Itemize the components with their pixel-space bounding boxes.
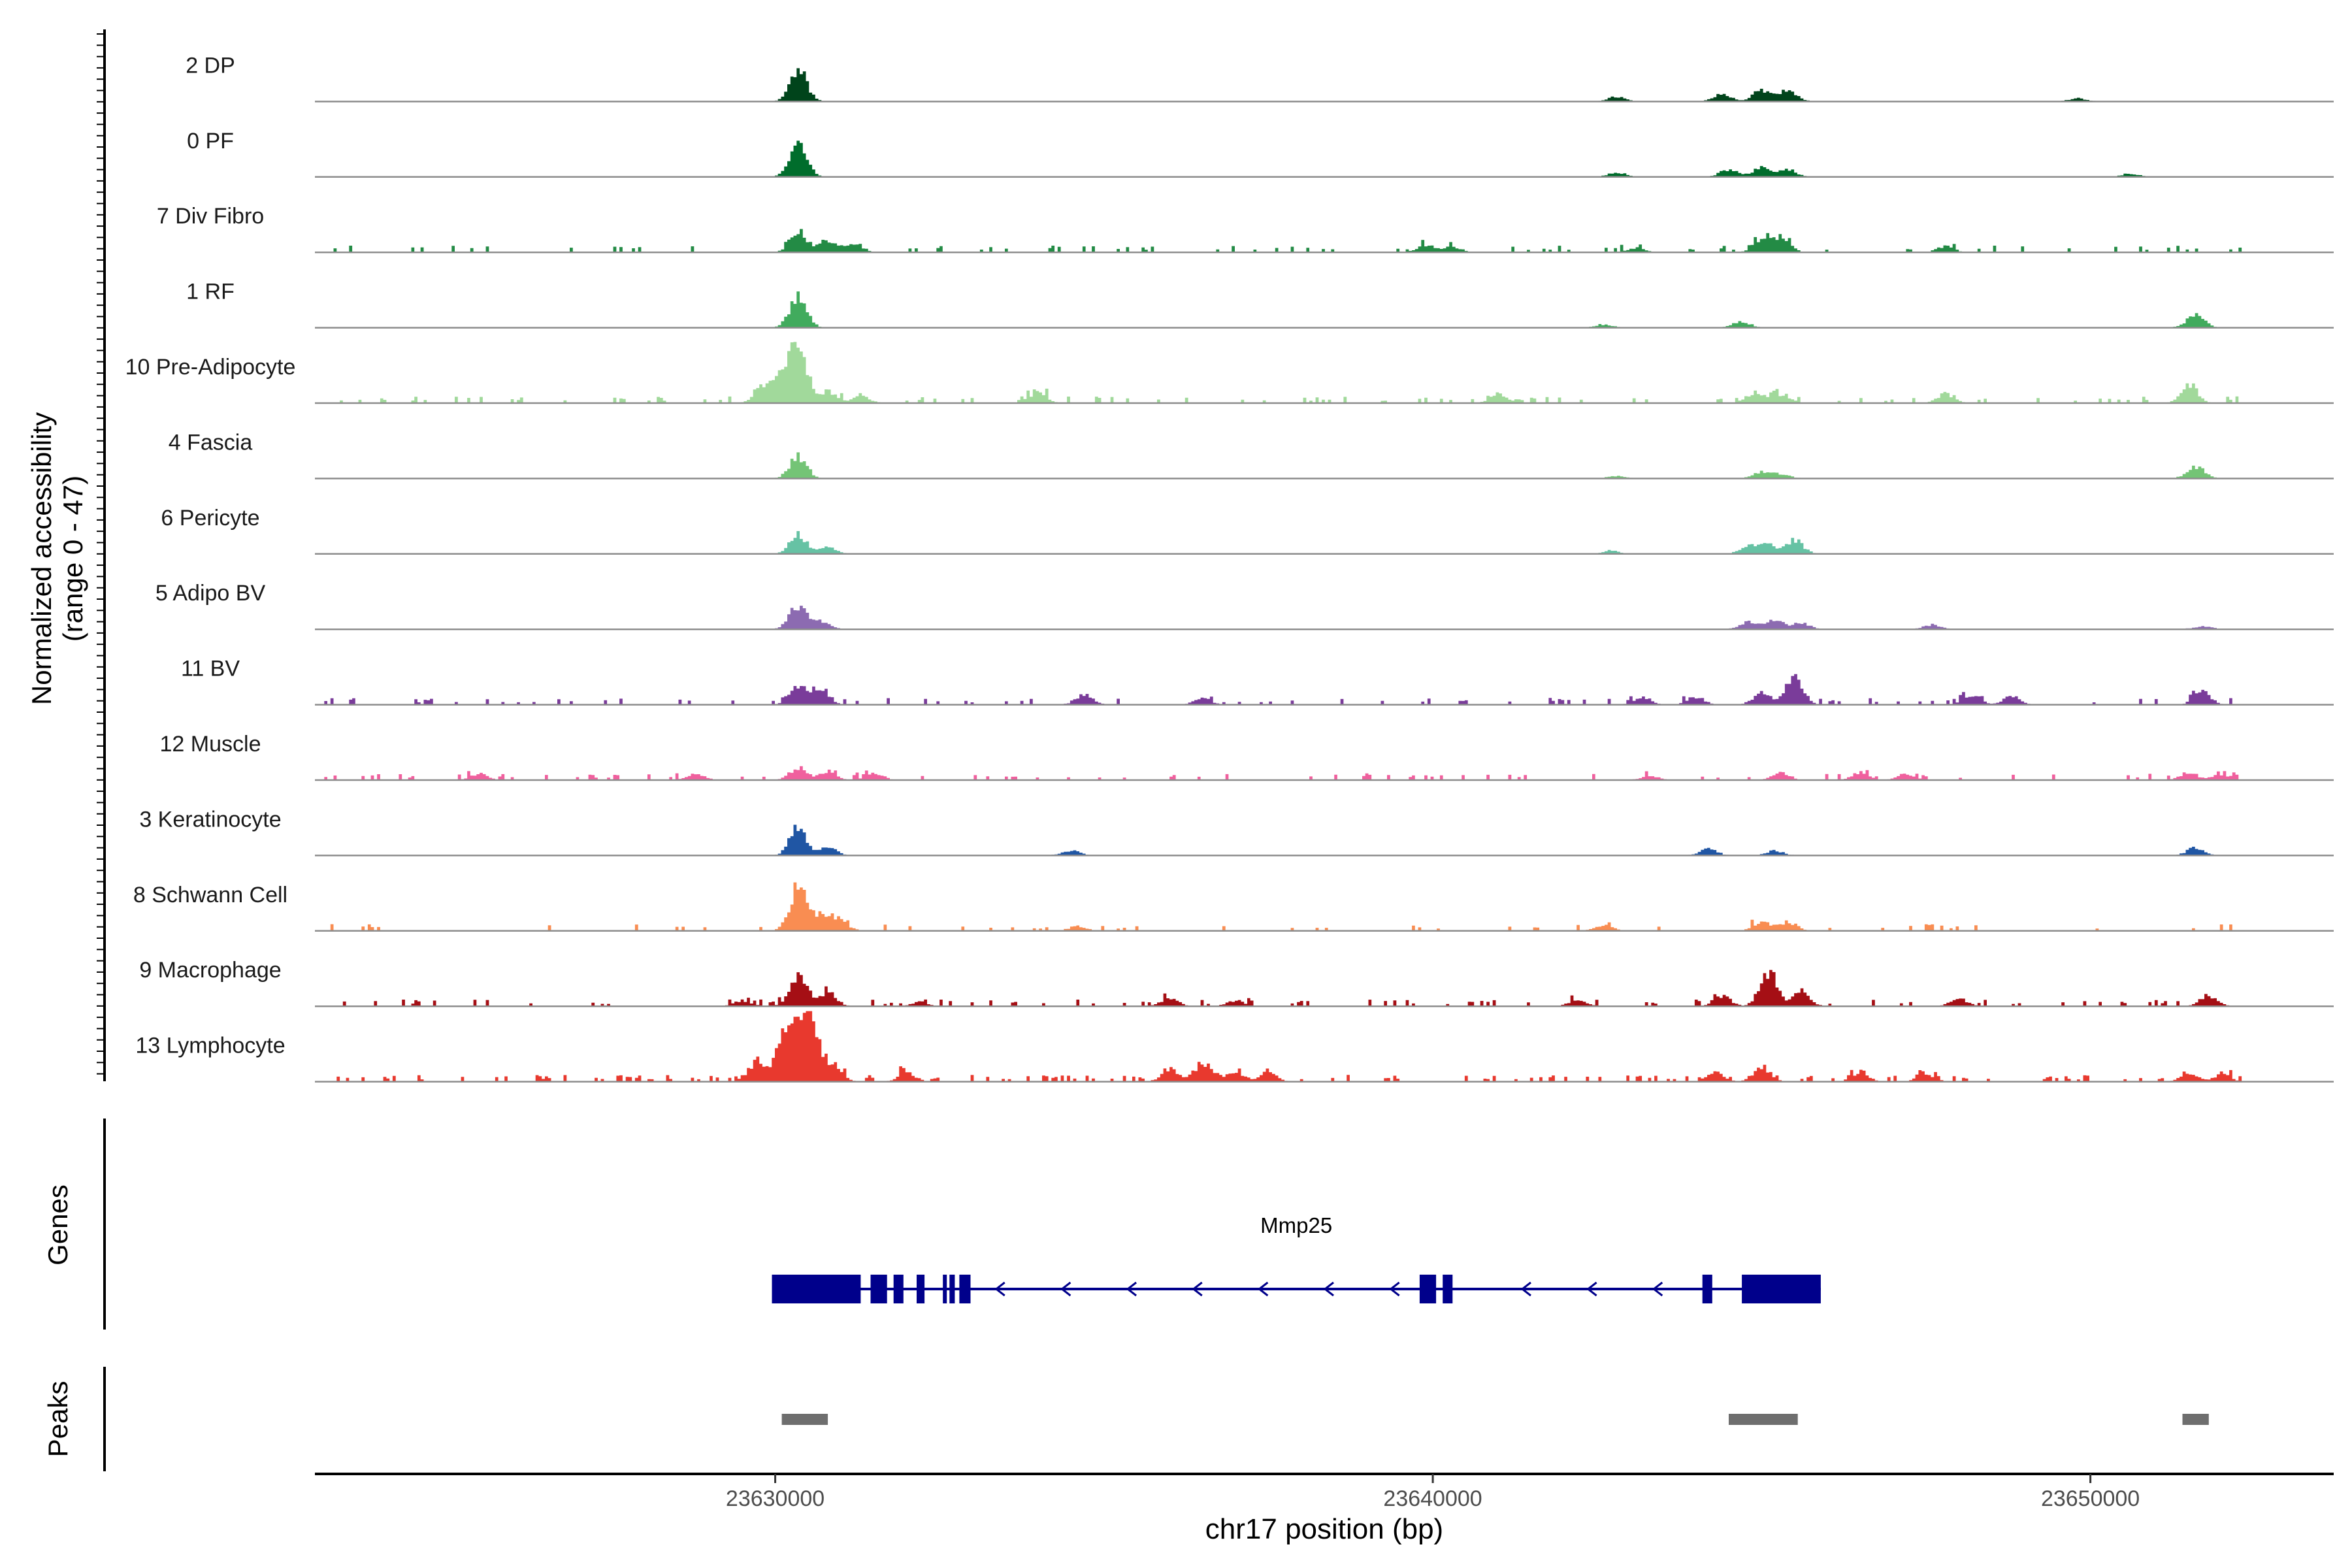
- gene-exon: [1742, 1275, 1821, 1303]
- x-tick-label: 23640000: [1383, 1486, 1482, 1511]
- gene-exon: [1419, 1275, 1437, 1303]
- track-2-dp: 2 DP: [186, 53, 2334, 103]
- track-label: 3 Keratinocyte: [139, 807, 281, 832]
- track-label: 2 DP: [186, 53, 235, 78]
- x-axis-label: chr17 position (bp): [1205, 1513, 1443, 1545]
- coverage-area: [315, 342, 2242, 403]
- coverage-area: [315, 606, 2242, 630]
- strand-arrow: [1192, 1281, 1203, 1297]
- track-4-fascia: 4 Fascia: [169, 430, 2334, 480]
- gene-exon: [917, 1275, 925, 1303]
- x-axis-ticks: 23630000 23640000 23650000: [726, 1474, 2140, 1511]
- coverage-area: [315, 68, 2242, 102]
- gene-exon: [949, 1275, 955, 1303]
- coverage-area: [315, 452, 2242, 479]
- track-6-pericyte: 6 Pericyte: [161, 506, 2334, 555]
- genes-axis-label: Genes: [42, 1184, 73, 1266]
- track-label: 1 RF: [186, 280, 235, 304]
- strand-arrow: [994, 1281, 1005, 1297]
- gene-exon: [1443, 1275, 1453, 1303]
- track-label: 13 Lymphocyte: [135, 1034, 285, 1058]
- gene-exon: [772, 1275, 861, 1303]
- gene-exon: [943, 1275, 947, 1303]
- track-7-div-fibro: 7 Div Fibro: [157, 204, 2334, 253]
- peak-region: [781, 1414, 828, 1425]
- track-label: 9 Macrophage: [139, 958, 281, 983]
- coverage-area: [315, 882, 2242, 931]
- coverage-area: [315, 291, 2242, 328]
- track-0-pf: 0 PF: [187, 129, 2334, 178]
- peak-region: [1729, 1414, 1798, 1425]
- gene-exon: [959, 1275, 971, 1303]
- gene-model: Mmp25: [772, 1213, 1821, 1303]
- strand-arrow: [1323, 1281, 1334, 1297]
- coverage-area: [315, 825, 2242, 856]
- track-13-lymphocyte: 13 Lymphocyte: [135, 1011, 2334, 1083]
- gene-exon: [1702, 1275, 1712, 1303]
- track-10-pre-adipocyte: 10 Pre-Adipocyte: [125, 342, 2334, 404]
- track-label: 11 BV: [181, 657, 240, 681]
- track-label: 0 PF: [187, 129, 234, 154]
- track-label: 7 Div Fibro: [157, 204, 264, 229]
- strand-arrow: [1520, 1281, 1531, 1297]
- track-1-rf: 1 RF: [186, 280, 2334, 329]
- y-axis-range-label: (range 0 - 47): [57, 476, 88, 642]
- gene-exon: [893, 1275, 904, 1303]
- strand-arrow: [1060, 1281, 1071, 1297]
- coverage-area: [315, 970, 2242, 1007]
- peak-region: [2182, 1414, 2209, 1425]
- strand-arrow: [1389, 1281, 1400, 1297]
- coverage-area: [315, 674, 2242, 705]
- x-tick-label: 23630000: [726, 1486, 825, 1511]
- coverage-area: [315, 1011, 2242, 1082]
- coverage-area: [315, 229, 2242, 253]
- strand-arrow: [1126, 1281, 1137, 1297]
- peaks-axis-label: Peaks: [42, 1381, 73, 1458]
- track-label: 6 Pericyte: [161, 506, 259, 531]
- track-3-keratinocyte: 3 Keratinocyte: [139, 807, 2334, 857]
- y-axis-label: Normalized accessibility: [26, 412, 57, 705]
- track-label: 5 Adipo BV: [155, 581, 266, 606]
- gene-name-label: Mmp25: [1260, 1213, 1332, 1237]
- gene-exon: [870, 1275, 887, 1303]
- track-8-schwann-cell: 8 Schwann Cell: [133, 882, 2334, 932]
- peak-regions: [781, 1414, 2209, 1425]
- track-label: 8 Schwann Cell: [133, 883, 287, 907]
- track-9-macrophage: 9 Macrophage: [139, 958, 2334, 1007]
- coverage-area: [315, 766, 2242, 780]
- coverage-area: [315, 140, 2242, 177]
- coverage-area: [315, 531, 2242, 554]
- track-12-muscle: 12 Muscle: [160, 732, 2334, 781]
- track-label: 4 Fascia: [169, 430, 253, 455]
- track-label: 10 Pre-Adipocyte: [125, 355, 296, 380]
- x-tick-label: 23650000: [2041, 1486, 2140, 1511]
- strand-arrow: [1652, 1281, 1663, 1297]
- y-axis-ticks: [97, 33, 105, 1075]
- strand-arrow: [1586, 1281, 1597, 1297]
- coverage-tracks: 2 DP 0 PF 7 Div Fibro 1 RF 10 Pre-Adipocyte 4…: [125, 53, 2334, 1083]
- track-11-bv: 11 BV: [181, 657, 2334, 706]
- track-5-adipo-bv: 5 Adipo BV: [155, 581, 2334, 630]
- strand-arrow: [1257, 1281, 1269, 1297]
- track-label: 12 Muscle: [160, 732, 261, 757]
